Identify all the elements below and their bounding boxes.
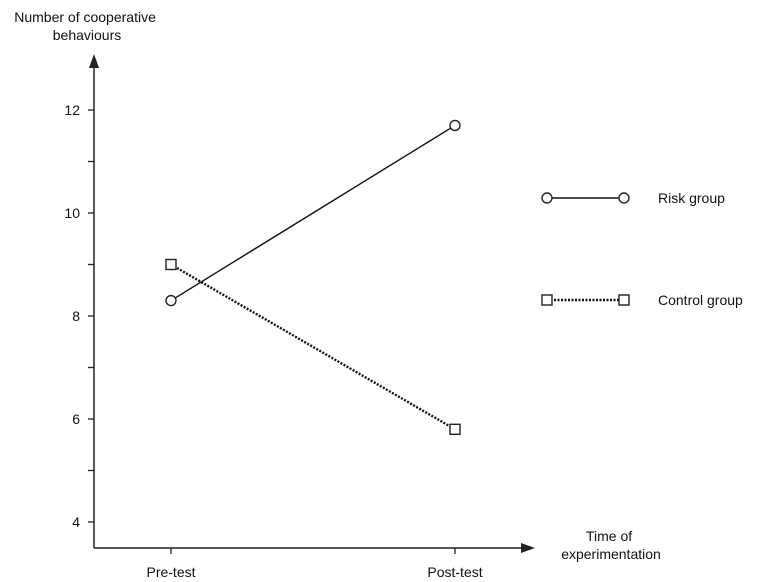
legend-label: Control group xyxy=(658,292,743,308)
y-tick-label: 10 xyxy=(64,205,80,221)
series-line xyxy=(170,263,456,431)
y-tick-label: 6 xyxy=(72,411,80,427)
x-axis-title-line-2: experimentation xyxy=(561,546,661,562)
y-tick-label: 8 xyxy=(72,308,80,324)
x-axis-arrow xyxy=(521,543,535,553)
legend-label: Risk group xyxy=(658,190,725,206)
x-tick-label: Post-test xyxy=(427,564,482,580)
legend-marker xyxy=(541,294,553,306)
data-point xyxy=(449,119,461,132)
data-point xyxy=(165,258,177,271)
y-tick-label: 4 xyxy=(72,514,80,530)
legend-marker xyxy=(618,192,630,204)
legend-marker xyxy=(541,192,553,204)
x-axis-title-line-1: Time of xyxy=(586,528,632,544)
data-point xyxy=(449,423,461,435)
series-1 xyxy=(165,119,461,307)
series-line xyxy=(170,124,456,302)
legend-item: Risk group xyxy=(541,190,725,206)
y-axis-arrow xyxy=(89,54,99,68)
data-point xyxy=(165,294,177,307)
y-axis-title-line-2: behaviours xyxy=(53,27,122,43)
x-tick-label: Pre-test xyxy=(146,564,195,580)
y-tick-label: 12 xyxy=(64,102,80,118)
y-axis-title-line-1: Number of cooperative xyxy=(14,9,156,25)
y-axis-title: Number of cooperative behaviours xyxy=(14,9,160,43)
legend-marker xyxy=(618,294,630,306)
x-axis-title: Time of experimentation xyxy=(561,528,661,562)
series-2 xyxy=(165,258,461,435)
legend-item: Control group xyxy=(541,292,743,308)
